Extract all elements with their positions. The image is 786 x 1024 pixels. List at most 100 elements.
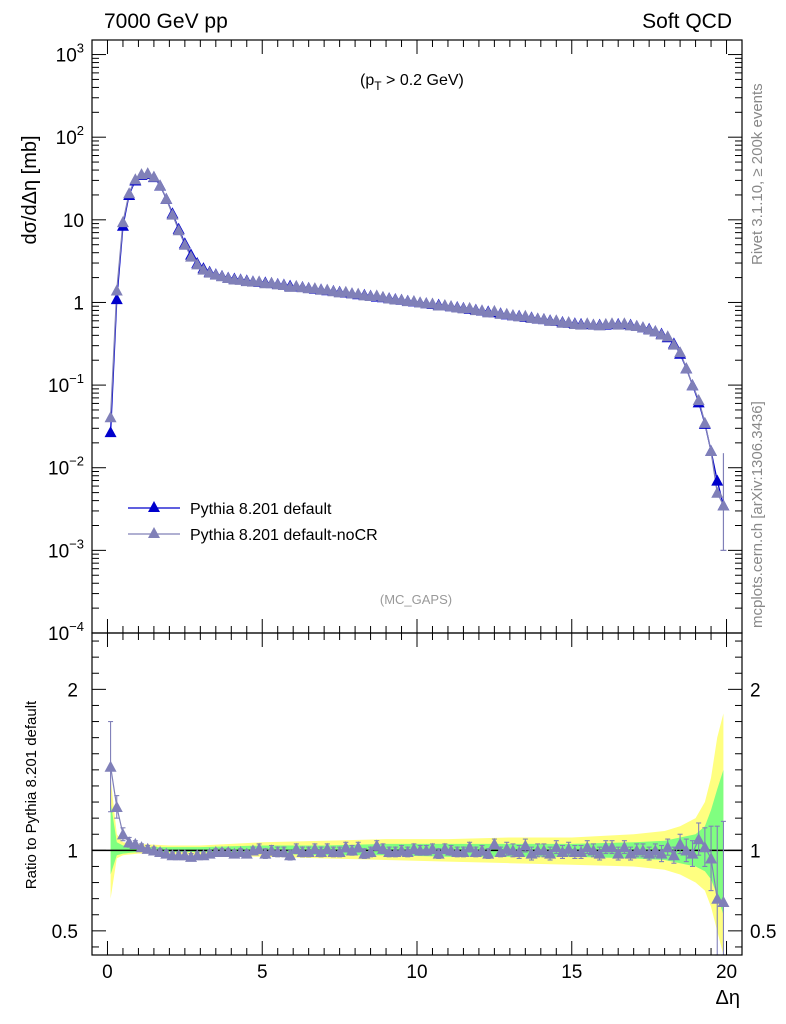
ratio-series-line <box>110 766 724 903</box>
ratio-y-tick-label-right: 0.5 <box>750 922 776 943</box>
ratio-data-point <box>494 845 507 858</box>
ratio-data-point <box>667 849 680 861</box>
ratio-data-point <box>575 845 588 858</box>
legend: Pythia 8.201 default Pythia 8.201 defaul… <box>128 501 378 544</box>
main-plot-frame <box>91 39 743 634</box>
ratio-data-point <box>321 842 334 854</box>
ratio-data-point <box>259 847 272 859</box>
ratio-data-point <box>513 845 526 858</box>
ratio-data-point <box>315 845 328 858</box>
main-plot-panel: 10−4 10−3 10−2 10−1 1 10 102 103 (pT > 0.2 GeV)… <box>19 39 743 645</box>
ratio-y-tick-label-right: 1 <box>750 841 761 862</box>
data-point-nocr <box>116 216 129 228</box>
data-point-default <box>711 474 724 486</box>
y-tick-label: 1 <box>73 293 84 314</box>
ratio-y-axis-title: Ratio to Pythia 8.201 default <box>23 700 40 889</box>
ratio-data-point <box>711 892 724 904</box>
ratio-data-point <box>290 842 303 854</box>
ratio-data-point <box>476 844 488 856</box>
x-tick-label: 15 <box>561 962 582 983</box>
legend-marker-nocr <box>148 527 160 538</box>
ratio-data-point <box>333 845 346 858</box>
ratio-y-tick-label-left: 1 <box>67 841 78 862</box>
data-point-nocr <box>191 258 204 270</box>
cut-label: (pT > 0.2 GeV) <box>360 72 464 93</box>
ratio-data-point <box>346 844 358 856</box>
data-point-default <box>110 293 123 305</box>
legend-item-nocr: Pythia 8.201 default-noCR <box>128 527 378 544</box>
ratio-data-point <box>643 847 656 859</box>
data-point-nocr <box>705 444 718 456</box>
ratio-data-point <box>556 845 569 858</box>
ratio-data-point <box>284 849 297 861</box>
data-point-nocr <box>661 330 674 342</box>
header-process-label: Soft QCD <box>642 10 732 33</box>
ratio-data-point <box>352 841 365 853</box>
data-point-nocr <box>667 338 680 350</box>
x-axis-title: Δη <box>716 987 740 1009</box>
ratio-data-point <box>686 847 699 859</box>
y-tick-label: 102 <box>56 123 84 149</box>
legend-item-default: Pythia 8.201 default <box>128 501 332 518</box>
x-tick-label: 5 <box>257 962 268 983</box>
data-point-nocr <box>680 362 693 374</box>
data-point-nocr <box>649 325 662 337</box>
y-tick-label: 10−1 <box>48 371 84 397</box>
ratio-data-point <box>401 845 414 858</box>
data-point-nocr <box>141 167 154 179</box>
ratio-y-tick-label-right: 2 <box>750 680 761 701</box>
ratio-data-point <box>104 760 117 772</box>
ratio-data-point <box>525 847 538 859</box>
ratio-data-point <box>581 841 594 853</box>
x-tick-label: 10 <box>406 962 427 983</box>
ratio-data-point <box>593 847 606 859</box>
ratio-data-point <box>364 845 377 858</box>
mcplots-info-label: mcplots.cern.ch [arXiv:1306.3436] <box>749 401 766 628</box>
data-point-nocr <box>711 486 724 498</box>
ratio-data-point <box>537 844 550 856</box>
ratio-data-point <box>339 841 352 853</box>
legend-label-default: Pythia 8.201 default <box>190 501 332 518</box>
data-point-nocr <box>674 346 687 358</box>
ratio-y-tick-label-left: 0.5 <box>52 922 78 943</box>
data-point-nocr <box>550 314 563 326</box>
data-point-nocr <box>104 411 117 423</box>
y-tick-label: 10−4 <box>48 619 84 645</box>
data-point-nocr <box>488 304 501 317</box>
data-point-nocr <box>686 379 699 391</box>
ratio-data-point <box>649 844 662 856</box>
x-tick-label: 0 <box>102 962 113 983</box>
ratio-data-point <box>370 839 383 851</box>
y-tick-label: 10−2 <box>48 454 84 480</box>
ratio-data-point <box>698 841 711 853</box>
ratio-data-point <box>302 845 315 858</box>
data-point-nocr <box>698 416 711 428</box>
ratio-data-point <box>661 841 674 853</box>
ratio-data-point <box>674 837 687 850</box>
data-point-nocr <box>160 192 173 204</box>
ratio-data-point <box>116 828 129 840</box>
ratio-data-point <box>612 847 625 859</box>
ratio-data-point <box>692 833 705 845</box>
data-point-nocr <box>110 284 123 296</box>
legend-label-nocr: Pythia 8.201 default-noCR <box>190 527 378 544</box>
ratio-data-point <box>636 844 649 856</box>
y-tick-label: 10 <box>63 211 84 232</box>
data-point-nocr <box>166 208 179 220</box>
ratio-data-point <box>457 845 470 858</box>
ratio-data-point <box>277 845 290 858</box>
ratio-data-point <box>587 844 600 856</box>
ratio-data-point <box>482 847 495 859</box>
ratio-data-point <box>432 847 445 859</box>
series-line-nocr <box>109 172 724 506</box>
x-tick-label: 20 <box>716 962 737 983</box>
ratio-data-point <box>308 842 321 854</box>
ratio-data-point <box>129 837 142 850</box>
data-point-nocr <box>172 224 185 236</box>
ratio-data-point <box>426 842 439 854</box>
ratio-plot-panel: 0.5 0.5 1 1 2 2 0 5 10 15 20 Ratio to Pythia 8.20… <box>23 632 776 1009</box>
legend-marker-default <box>148 501 160 512</box>
ratio-data-point <box>376 842 389 854</box>
ratio-data-point <box>253 842 266 854</box>
